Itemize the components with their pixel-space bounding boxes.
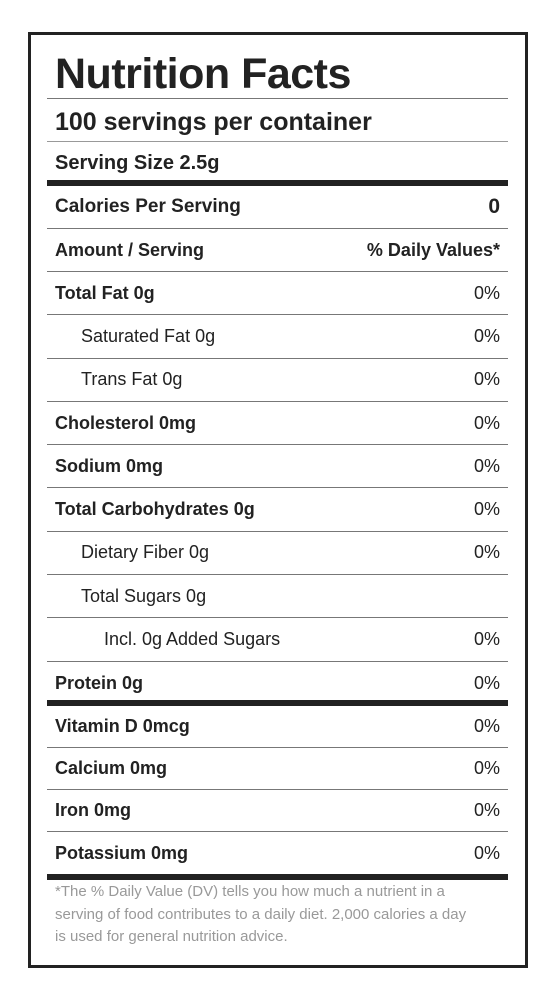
nutrient-row: Protein 0g 0% bbox=[47, 662, 508, 705]
daily-value: 0% bbox=[473, 499, 500, 520]
nutrient-row: Saturated Fat 0g 0% bbox=[47, 315, 508, 359]
calories-label: Calories Per Serving bbox=[55, 196, 241, 217]
daily-value: 0% bbox=[473, 455, 500, 476]
nutrient-row: Total Sugars 0g bbox=[47, 575, 508, 619]
footnote-line: serving of food contributes to a daily d… bbox=[55, 905, 467, 923]
divider bbox=[47, 700, 508, 706]
serving-size: Serving Size 2.5g bbox=[55, 152, 220, 174]
nutrient-name: Cholesterol 0mg bbox=[55, 412, 197, 433]
nutrient-row: Trans Fat 0g 0% bbox=[47, 359, 508, 402]
nutrient-name: Total Fat 0g bbox=[55, 282, 155, 303]
daily-value: 0% bbox=[473, 542, 500, 563]
nutrient-name: Iron 0mg bbox=[55, 800, 132, 820]
column-header: Amount / Serving % Daily Values* bbox=[47, 229, 508, 272]
daily-value: 0% bbox=[473, 672, 500, 693]
nutrient-name: Total Carbohydrates 0g bbox=[55, 499, 255, 520]
calories-value: 0 bbox=[488, 195, 500, 218]
amount-header: Amount / Serving bbox=[55, 239, 205, 260]
footnote-line: *The % Daily Value (DV) tells you how mu… bbox=[55, 883, 445, 900]
nutrient-row: Calcium 0mg 0% bbox=[47, 748, 508, 790]
nutrient-row: Incl. 0g Added Sugars 0% bbox=[47, 618, 508, 662]
nutrient-row: Sodium 0mg 0% bbox=[47, 445, 508, 489]
title: Nutrition Facts bbox=[47, 49, 508, 99]
divider bbox=[47, 180, 508, 186]
nutrient-row: Potassium 0mg 0% bbox=[47, 832, 508, 874]
daily-value: 0% bbox=[473, 716, 500, 736]
daily-value: 0% bbox=[473, 412, 500, 433]
nutrient-name: Sodium 0mg bbox=[55, 455, 164, 476]
footnote: *The % Daily Value (DV) tells you how mu… bbox=[55, 881, 505, 949]
nutrient-name: Trans Fat 0g bbox=[81, 369, 183, 390]
daily-value: 0% bbox=[473, 325, 500, 346]
daily-value: 0% bbox=[473, 369, 500, 390]
nutrient-name: Vitamin D 0mcg bbox=[55, 716, 190, 736]
daily-header: % Daily Values* bbox=[366, 239, 500, 260]
nutrient-row: Iron 0mg 0% bbox=[47, 790, 508, 832]
nutrient-row: Cholesterol 0mg 0% bbox=[47, 402, 508, 446]
servings: 100 servings per container bbox=[47, 100, 508, 142]
nutrition-label: Nutrition Facts 100 servings per contain… bbox=[28, 32, 528, 968]
nutrient-name: Saturated Fat 0g bbox=[81, 325, 216, 346]
nutrient-name: Protein 0g bbox=[55, 672, 144, 693]
daily-value: 0% bbox=[473, 758, 500, 778]
nutrient-row: Dietary Fiber 0g 0% bbox=[47, 532, 508, 576]
divider bbox=[47, 874, 508, 880]
daily-value: 0% bbox=[473, 629, 500, 650]
footnote-line: is used for general nutrition advice. bbox=[55, 928, 288, 945]
nutrient-name: Potassium 0mg bbox=[55, 842, 189, 863]
nutrient-row: Total Carbohydrates 0g 0% bbox=[47, 489, 508, 532]
daily-value: 0% bbox=[473, 800, 500, 820]
nutrient-row: Vitamin D 0mcg 0% bbox=[47, 706, 508, 748]
nutrient-name: Incl. 0g Added Sugars bbox=[104, 629, 281, 650]
nutrient-name: Calcium 0mg bbox=[55, 758, 168, 778]
nutrient-name: Dietary Fiber 0g bbox=[81, 542, 210, 563]
daily-value: 0% bbox=[473, 842, 500, 863]
nutrient-name: Total Sugars 0g bbox=[81, 585, 207, 606]
daily-value: 0% bbox=[473, 282, 500, 303]
nutrient-row: Total Fat 0g 0% bbox=[47, 272, 508, 316]
calories-row: Calories Per Serving 0 bbox=[47, 186, 508, 229]
